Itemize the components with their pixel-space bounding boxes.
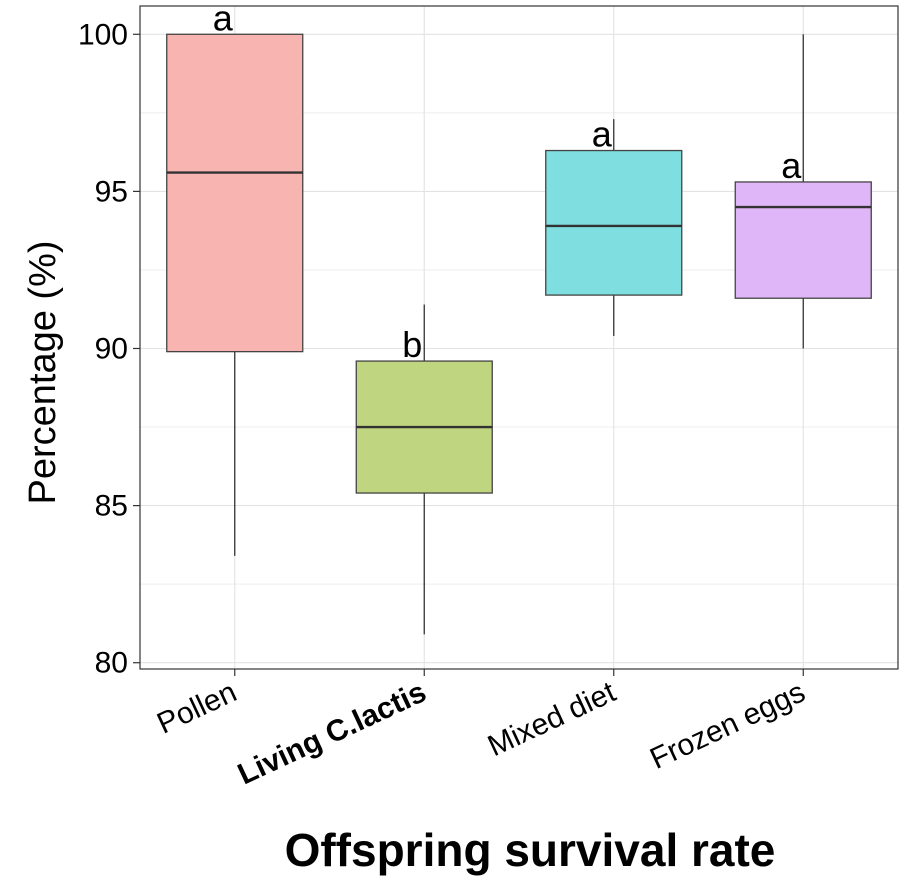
plot-panel-border — [139, 5, 899, 670]
x-tick-label: Frozen eggs — [645, 675, 810, 775]
y-tick-label: 90 — [95, 332, 128, 365]
box-group: a — [166, 0, 304, 556]
box-iqr — [734, 181, 872, 299]
box-group: b — [355, 304, 493, 635]
box-iqr — [166, 33, 304, 353]
y-tick-label: 80 — [95, 647, 128, 680]
significance-label: a — [592, 114, 613, 155]
y-tick-label: 100 — [78, 18, 128, 51]
x-tick-label: Mixed diet — [483, 675, 621, 763]
significance-label: b — [402, 324, 422, 365]
significance-label: a — [781, 145, 802, 186]
boxes: a b a a — [166, 0, 872, 635]
chart-title: Offspring survival rate — [285, 824, 776, 876]
x-tick-label: Pollen — [152, 675, 242, 740]
box-group: a — [545, 114, 683, 336]
y-tick-label: 85 — [95, 490, 128, 523]
y-axis-label: Percentage (%) — [22, 240, 64, 504]
significance-label: a — [213, 0, 234, 38]
x-tick-label: Living C.lactis — [233, 675, 431, 791]
y-tick-label: 95 — [95, 175, 128, 208]
box-iqr — [545, 149, 683, 296]
box-group: a — [734, 34, 872, 349]
